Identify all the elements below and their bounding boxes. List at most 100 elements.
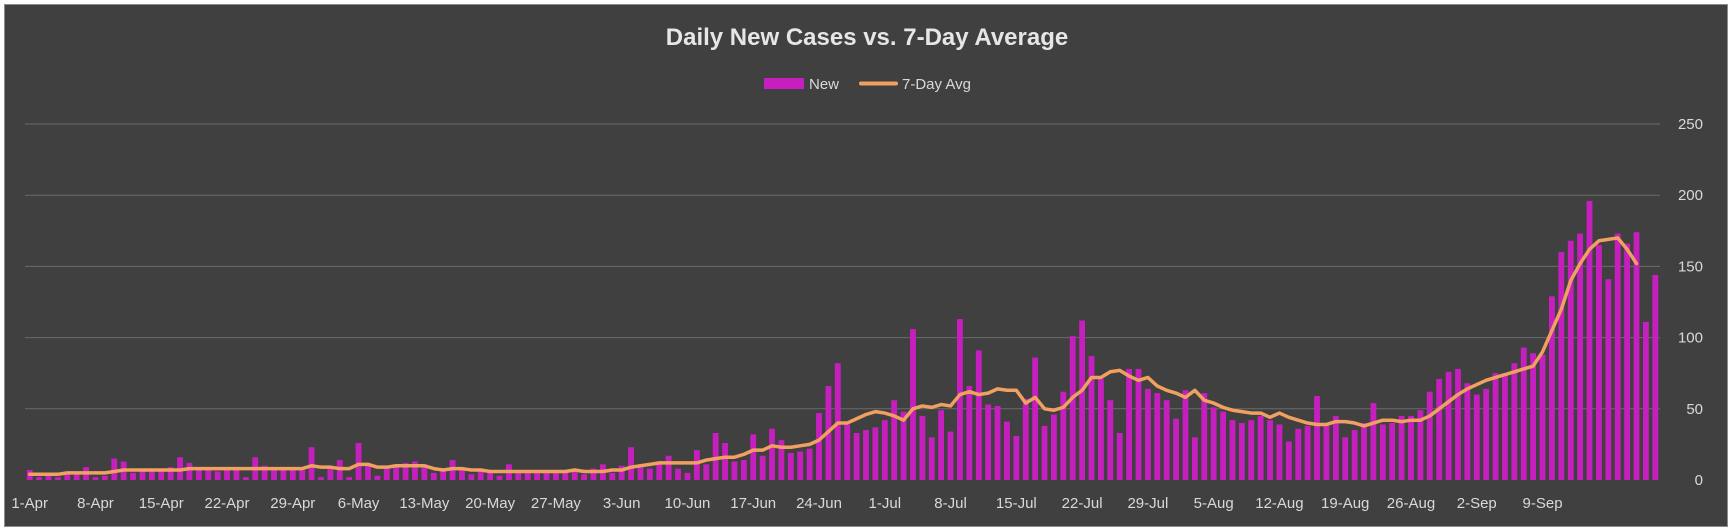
- bar-new: [92, 477, 99, 480]
- legend-swatch-new: [764, 78, 804, 89]
- bar-new: [299, 470, 306, 480]
- bar-new: [1652, 274, 1659, 480]
- bar-new: [1154, 393, 1161, 480]
- bar-new: [1577, 233, 1584, 480]
- bar-new: [318, 477, 324, 480]
- bar-new: [637, 465, 644, 480]
- bar-new: [693, 450, 700, 480]
- bar-new: [731, 461, 738, 480]
- bar-new: [806, 448, 813, 480]
- bar-new: [1314, 395, 1320, 480]
- bar-new: [816, 413, 822, 480]
- bar-new: [1332, 415, 1339, 480]
- bar-new: [1398, 415, 1405, 480]
- bar-new: [665, 455, 672, 480]
- bar-new: [1079, 320, 1086, 480]
- bar-new: [1285, 441, 1292, 480]
- bar-new: [111, 458, 118, 480]
- bar-new: [910, 329, 916, 480]
- bar-new: [1408, 415, 1414, 480]
- bar-new: [1107, 400, 1114, 480]
- bar-new: [985, 404, 992, 480]
- bar-new: [1004, 421, 1010, 480]
- bar-new: [1144, 388, 1151, 480]
- bar-new: [1520, 347, 1527, 480]
- bar-new: [1032, 357, 1039, 480]
- bar-new: [64, 474, 71, 480]
- bar-new: [1464, 383, 1471, 480]
- bar-new: [261, 465, 268, 480]
- bar-new: [477, 468, 484, 480]
- bar-new: [402, 462, 409, 480]
- x-tick-label: 15-Jul: [996, 495, 1037, 512]
- bar-new: [1567, 240, 1574, 480]
- bar-new: [36, 477, 43, 480]
- bar-new: [853, 433, 860, 480]
- bar-new: [1417, 410, 1424, 480]
- bar-new: [628, 447, 634, 480]
- bar-new: [1173, 418, 1179, 480]
- bar-new: [195, 468, 202, 480]
- bar-new: [524, 471, 531, 480]
- bar-new: [609, 472, 616, 480]
- bar-new: [1586, 200, 1593, 480]
- bar-new: [646, 468, 653, 480]
- bar-new: [289, 468, 296, 480]
- bar-new: [1596, 245, 1602, 480]
- bar-new: [459, 470, 465, 480]
- gridlines: [25, 123, 1660, 410]
- bar-new: [1267, 420, 1273, 480]
- bar-new: [1502, 373, 1508, 480]
- bar-new: [186, 462, 193, 480]
- bar-new: [148, 471, 155, 480]
- bar-new: [346, 477, 353, 480]
- bar-new: [1126, 368, 1133, 480]
- bar-new: [787, 452, 794, 480]
- bar-new: [1370, 403, 1377, 480]
- bar-new: [1069, 336, 1076, 480]
- bar-new: [1558, 252, 1565, 480]
- bar-new: [1492, 373, 1499, 480]
- bar-new: [1539, 354, 1546, 480]
- x-tick-label: 17-Jun: [730, 495, 776, 512]
- bar-new: [571, 471, 578, 480]
- bar-new: [1483, 388, 1490, 480]
- chart-title: Daily New Cases vs. 7-Day Average: [666, 24, 1068, 51]
- bar-new: [468, 474, 475, 480]
- x-tick-label: 19-Aug: [1321, 495, 1369, 512]
- x-tick-label: 2-Sep: [1457, 495, 1497, 512]
- bar-new: [703, 464, 710, 480]
- x-axis-ticks: 1-Apr 8-Apr 15-Apr 22-Apr 29-Apr 6-May 13-May 2…: [11, 495, 1562, 512]
- bar-new: [1116, 433, 1123, 480]
- bar-new: [618, 465, 625, 480]
- y-tick-label: 50: [1686, 401, 1703, 418]
- bar-new: [1013, 435, 1020, 480]
- bar-new: [966, 386, 973, 480]
- bar-new: [1191, 437, 1198, 480]
- bar-new: [487, 472, 494, 480]
- legend-label-new: New: [809, 76, 839, 93]
- bar-new: [1238, 423, 1245, 480]
- x-tick-label: 1-Apr: [11, 495, 48, 512]
- bar-new: [881, 420, 888, 480]
- bar-new: [684, 472, 691, 480]
- bar-new: [1201, 393, 1208, 480]
- bar-new: [552, 471, 559, 480]
- bar-new: [1530, 353, 1537, 480]
- bar-new: [938, 410, 945, 480]
- bar-new: [54, 477, 61, 480]
- bar-new: [1220, 411, 1226, 480]
- bar-new: [271, 468, 277, 480]
- bar-new: [1351, 430, 1358, 480]
- bar-new: [1257, 415, 1264, 480]
- x-tick-label: 24-Jun: [796, 495, 842, 512]
- x-tick-label: 29-Apr: [270, 495, 315, 512]
- bar-new: [1455, 368, 1461, 480]
- bar-new: [101, 475, 108, 480]
- bar-new: [233, 467, 240, 480]
- line-series-7-day-avg: [27, 236, 1639, 477]
- x-tick-label: 12-Aug: [1255, 495, 1303, 512]
- bar-new: [900, 411, 907, 480]
- bar-new: [1624, 243, 1631, 480]
- bar-new: [1210, 407, 1217, 480]
